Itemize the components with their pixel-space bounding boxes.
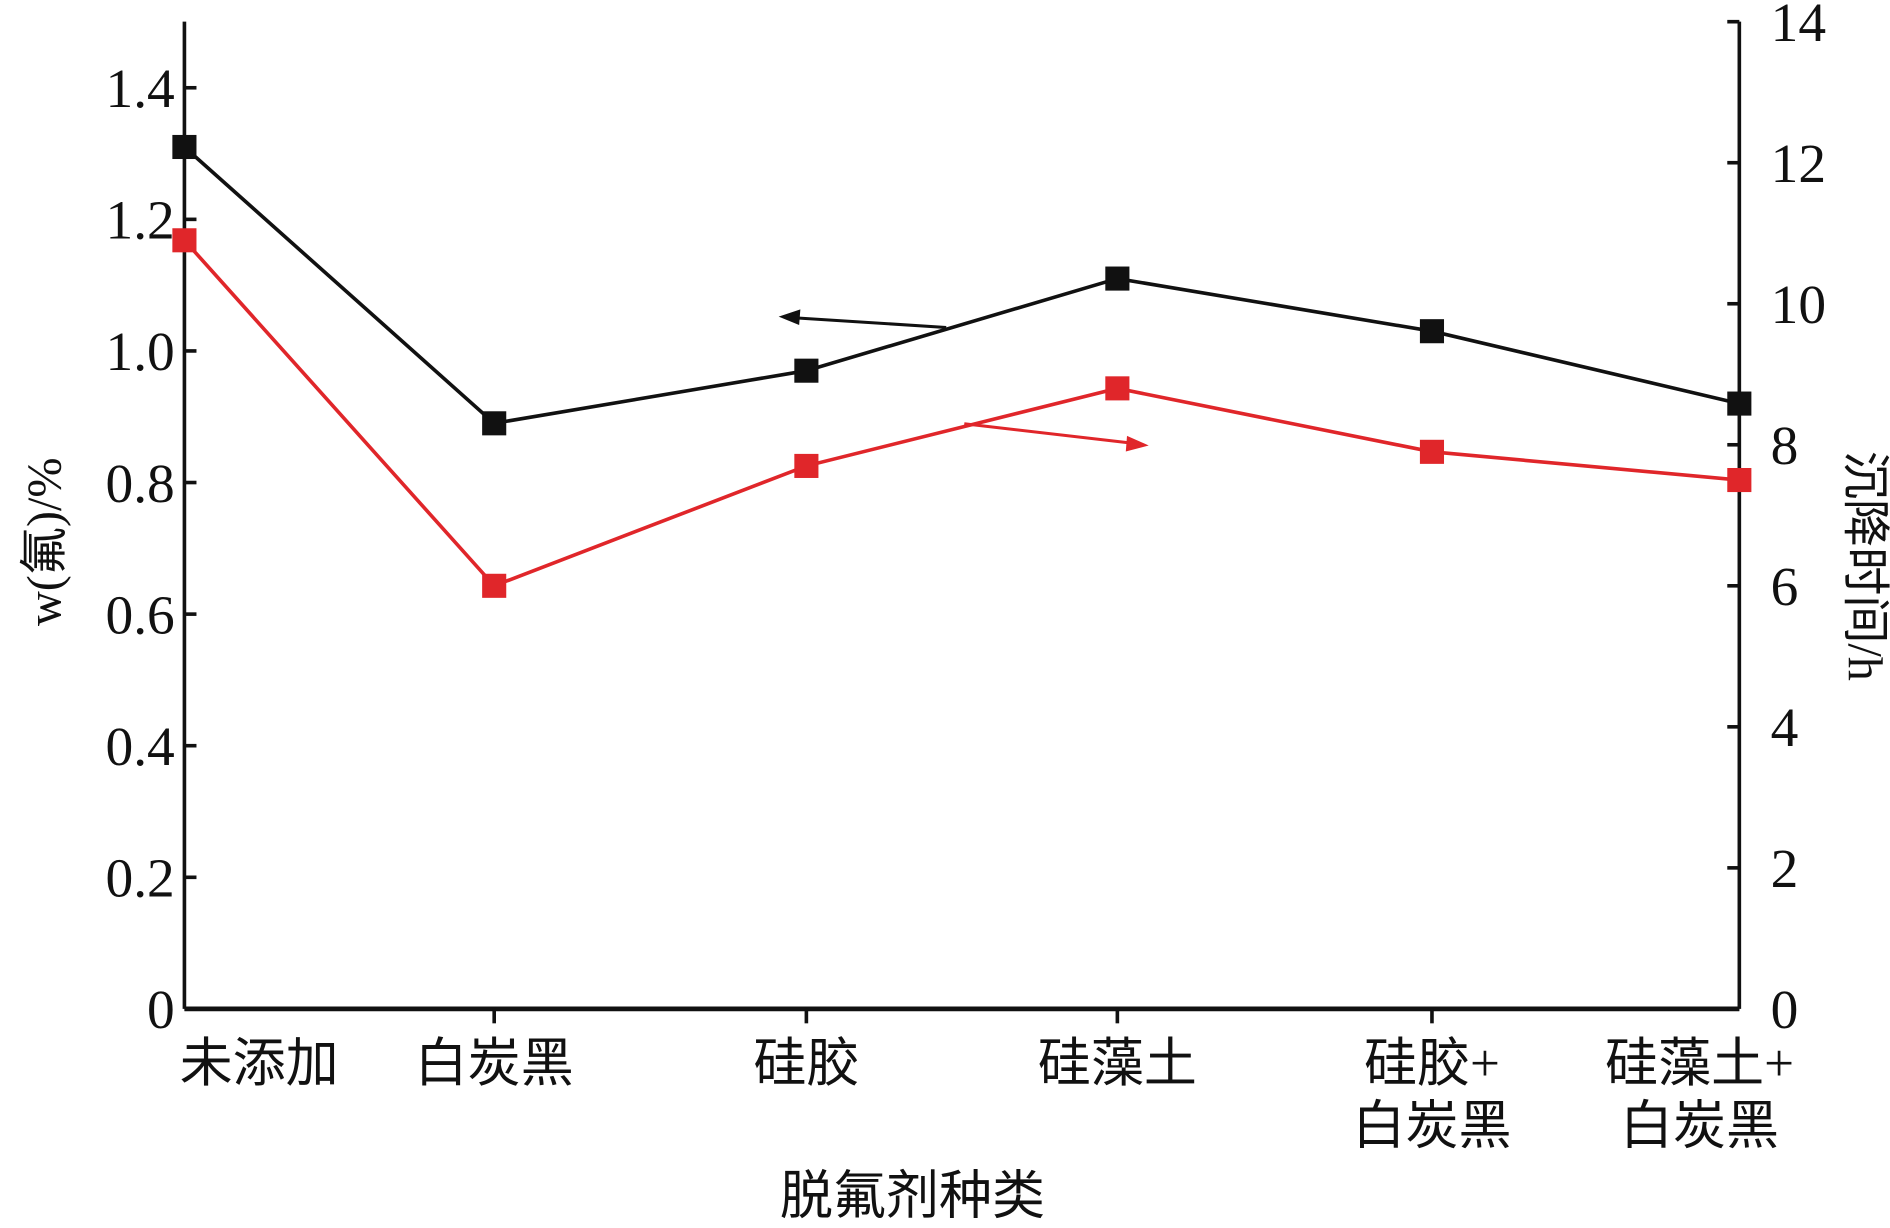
axes: 00.20.40.60.81.01.21.402468101214未添加 白炭黑硅… [105, 0, 1826, 1156]
x-tick-label: 硅藻土 [1038, 1035, 1197, 1093]
x-tick-label: 硅藻土+ [1605, 1035, 1794, 1093]
arrow-head-icon [1125, 435, 1149, 452]
left-tick-label: 1.0 [105, 321, 174, 382]
left-tick-label: 0.4 [105, 716, 174, 777]
right-axis-label: 沉降时间/h [1838, 451, 1890, 681]
right-tick-label: 4 [1771, 697, 1799, 758]
data-point [482, 411, 507, 436]
right-axis-indicator-arrow [964, 422, 1131, 445]
right-tick-label: 12 [1771, 133, 1826, 194]
left-tick-label: 1.4 [105, 58, 174, 119]
series-marks [172, 134, 1752, 598]
right-tick-label: 6 [1771, 556, 1799, 617]
arrow-head-icon [778, 309, 801, 326]
series-line [183, 145, 1740, 426]
left-tick-label: 0.8 [105, 453, 174, 514]
x-tick-label: 白炭黑 [1352, 1098, 1511, 1156]
data-point [172, 134, 197, 160]
right-tick-label: 14 [1771, 0, 1826, 53]
data-point [1105, 266, 1130, 291]
data-point [794, 358, 819, 383]
right-tick-label: 2 [1771, 838, 1799, 899]
data-point [1727, 391, 1752, 416]
left-tick-label: 0.2 [105, 848, 174, 909]
data-point [1419, 319, 1445, 344]
x-tick-label: 硅胶+ [1364, 1035, 1500, 1093]
data-point [794, 453, 819, 478]
x-axis-label: 脱氟剂种类 [780, 1168, 1045, 1226]
left-axis-indicator-arrow [795, 316, 947, 329]
left-tick-label: 0.6 [105, 584, 174, 645]
data-point [1105, 376, 1130, 401]
data-point [1419, 439, 1445, 464]
x-tick-label: 白炭黑 [1620, 1098, 1779, 1156]
left-tick-label: 0 [147, 979, 175, 1040]
right-tick-label: 0 [1771, 979, 1799, 1040]
series-line [183, 239, 1740, 588]
data-point [172, 228, 197, 253]
left-tick-label: 1.2 [105, 190, 174, 251]
data-point [1727, 467, 1752, 493]
x-tick-label: 白炭黑 [415, 1035, 574, 1093]
data-point [482, 573, 507, 598]
x-tick-label: 未添加 [180, 1035, 339, 1093]
right-tick-label: 8 [1771, 415, 1799, 476]
right-tick-label: 10 [1771, 274, 1826, 335]
x-tick-label: 硅胶 [753, 1035, 859, 1093]
left-axis-label: w(氟)/% [18, 458, 71, 626]
